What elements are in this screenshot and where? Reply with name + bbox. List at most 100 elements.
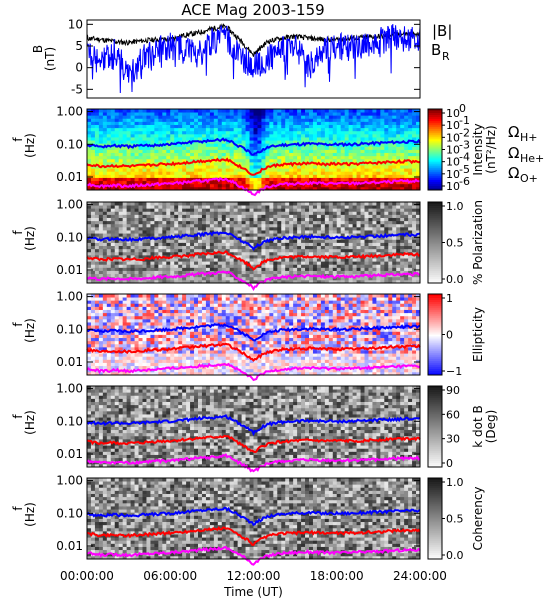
heatmap-cell — [348, 239, 353, 243]
heatmap-cell — [380, 233, 385, 237]
heatmap-cell — [309, 109, 314, 113]
heatmap-cell — [305, 248, 310, 253]
heatmap-cell — [94, 168, 100, 172]
heatmap-cell — [249, 220, 254, 225]
heatmap-cell — [170, 248, 175, 253]
heatmap-cell — [114, 226, 120, 231]
heatmap-cell — [126, 251, 131, 256]
heatmap-cell — [392, 217, 397, 222]
heatmap-cell — [106, 315, 112, 320]
heatmap-cell — [138, 146, 143, 150]
heatmap-cell — [102, 130, 108, 135]
heatmap-cell — [281, 165, 286, 169]
heatmap-cell — [316, 202, 322, 206]
heatmap-cell — [400, 174, 405, 178]
heatmap-cell — [225, 121, 231, 125]
heatmap-cell — [380, 279, 385, 284]
heatmap-cell — [344, 264, 350, 268]
heatmap-cell — [253, 115, 258, 119]
heatmap-cell — [269, 121, 274, 125]
heatmap-cell — [142, 254, 147, 259]
heatmap-cell — [312, 152, 318, 157]
heatmap-cell — [340, 186, 346, 191]
heatmap-cell — [261, 118, 266, 122]
heatmap-cell — [170, 223, 175, 228]
heatmap-cell — [336, 186, 342, 191]
heatmap-cell — [205, 230, 211, 234]
heatmap-cell — [118, 325, 124, 329]
heatmap-cell — [245, 118, 250, 122]
heatmap-cell — [186, 239, 191, 243]
heatmap-cell — [154, 356, 159, 360]
heatmap-cell — [253, 183, 258, 188]
heatmap-cell — [324, 248, 330, 253]
heatmap-cell — [328, 130, 334, 135]
heatmap-cell — [90, 226, 96, 231]
heatmap-cell — [332, 208, 338, 212]
heatmap-cell — [190, 211, 195, 215]
heatmap-cell — [150, 112, 155, 116]
heatmap-cell — [281, 118, 286, 122]
heatmap-cell — [98, 337, 104, 342]
heatmap-cell — [277, 245, 282, 250]
heatmap-cell — [348, 223, 353, 228]
heatmap-cell — [285, 258, 290, 262]
heatmap-cell — [178, 124, 183, 129]
heatmap-cell — [336, 171, 342, 175]
heatmap-cell — [110, 239, 116, 243]
heatmap-cell — [297, 137, 302, 141]
heatmap-cell — [209, 124, 215, 129]
heatmap-cell — [170, 239, 175, 243]
heatmap-cell — [348, 174, 353, 178]
heatmap-cell — [269, 109, 274, 113]
heatmap-cell — [340, 115, 346, 119]
heatmap-cell — [392, 279, 397, 284]
heatmap-cell — [257, 146, 262, 150]
heatmap-cell — [225, 223, 231, 228]
heatmap-cell — [134, 365, 139, 370]
heatmap-cell — [98, 152, 104, 157]
heatmap-cell — [229, 223, 235, 228]
heatmap-cell — [285, 130, 290, 135]
heatmap-cell — [87, 303, 92, 307]
heatmap-cell — [118, 121, 124, 125]
heatmap-cell — [205, 127, 211, 132]
heatmap-cell — [122, 158, 128, 163]
heatmap-cell — [324, 211, 330, 215]
heatmap-cell — [384, 155, 389, 160]
heatmap-cell — [293, 233, 298, 237]
heatmap-cell — [352, 118, 357, 122]
heatmap-cell — [348, 152, 353, 157]
heatmap-cell — [102, 300, 108, 304]
heatmap-cell — [328, 220, 334, 225]
heatmap-cell — [245, 180, 250, 185]
heatmap-cell — [87, 356, 92, 360]
heatmap-cell — [416, 177, 421, 182]
heatmap-cell — [261, 245, 266, 250]
heatmap-cell — [166, 233, 171, 237]
heatmap-cell — [98, 267, 104, 271]
heatmap-cell — [205, 165, 211, 169]
heatmap-cell — [205, 220, 211, 225]
heatmap-cell — [221, 165, 227, 169]
heatmap-cell — [273, 161, 278, 166]
heatmap-cell — [205, 146, 211, 150]
heatmap-cell — [110, 312, 116, 317]
heatmap-cell — [324, 245, 330, 250]
heatmap-cell — [106, 368, 112, 373]
heatmap-cell — [122, 331, 128, 335]
heatmap-cell — [138, 155, 143, 160]
heatmap-cell — [190, 261, 195, 265]
heatmap-cell — [122, 161, 128, 166]
heatmap-cell — [134, 205, 139, 209]
heatmap-cell — [98, 112, 104, 116]
heatmap-cell — [178, 230, 183, 234]
heatmap-cell — [201, 202, 207, 206]
heatmap-cell — [305, 121, 310, 125]
heatmap-cell — [94, 312, 100, 317]
heatmap-cell — [237, 217, 242, 222]
heatmap-cell — [122, 140, 128, 144]
heatmap-cell — [289, 130, 294, 135]
heatmap-cell — [336, 168, 342, 172]
heatmap-cell — [198, 220, 203, 225]
